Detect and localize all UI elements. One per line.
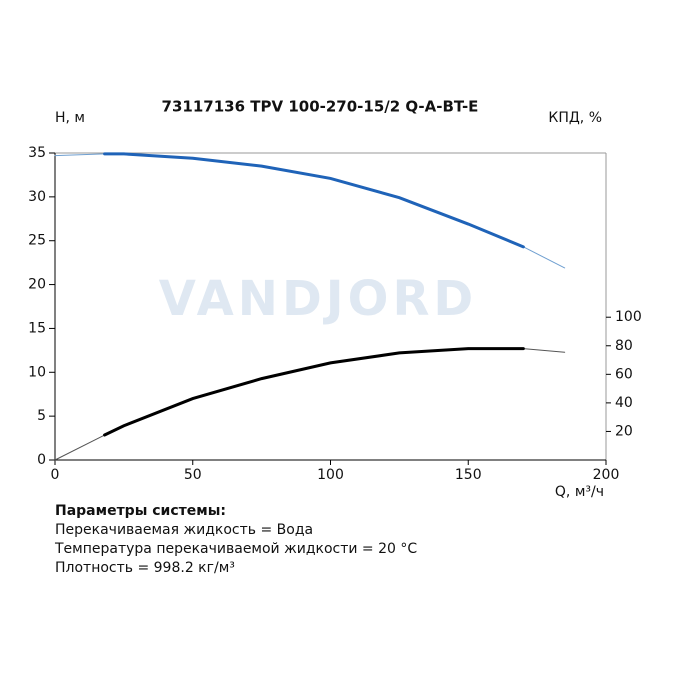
x-tick-label: 200 <box>593 467 620 483</box>
y-tick-label: 10 <box>28 364 46 380</box>
y-tick-label: 0 <box>37 452 46 468</box>
chart-title: 73117136 TPV 100-270-15/2 Q-A-BT-E <box>162 98 479 116</box>
notes-line: Перекачиваемая жидкость = Вода <box>55 522 313 538</box>
notes-heading: Параметры системы: <box>55 503 226 519</box>
x-tick-label: 150 <box>455 467 482 483</box>
y2-tick-label: 80 <box>615 338 633 354</box>
y-tick-label: 5 <box>37 408 46 424</box>
notes-line: Температура перекачиваемой жидкости = 20… <box>54 541 417 557</box>
y2-axis-label: КПД, % <box>548 110 602 126</box>
y2-tick-label: 40 <box>615 395 633 411</box>
y-tick-label: 25 <box>28 233 46 249</box>
y2-tick-label: 20 <box>615 423 633 439</box>
x-tick-label: 100 <box>317 467 344 483</box>
y-tick-label: 35 <box>28 145 46 161</box>
y2-tick-label: 100 <box>615 309 642 325</box>
curve <box>103 347 525 437</box>
x-tick-label: 50 <box>184 467 202 483</box>
x-axis-label: Q, м³/ч <box>555 484 604 500</box>
curve <box>54 348 566 461</box>
y-tick-label: 30 <box>28 189 46 205</box>
notes-line: Плотность = 998.2 кг/м³ <box>55 560 235 576</box>
x-tick-label: 0 <box>51 467 60 483</box>
curve <box>103 152 525 249</box>
y2-tick-label: 60 <box>615 366 633 382</box>
y-tick-label: 15 <box>28 320 46 336</box>
watermark: VANDJORD <box>159 271 478 327</box>
y-axis-label: H, м <box>55 110 85 126</box>
curve <box>54 153 566 269</box>
y-tick-label: 20 <box>28 277 46 293</box>
